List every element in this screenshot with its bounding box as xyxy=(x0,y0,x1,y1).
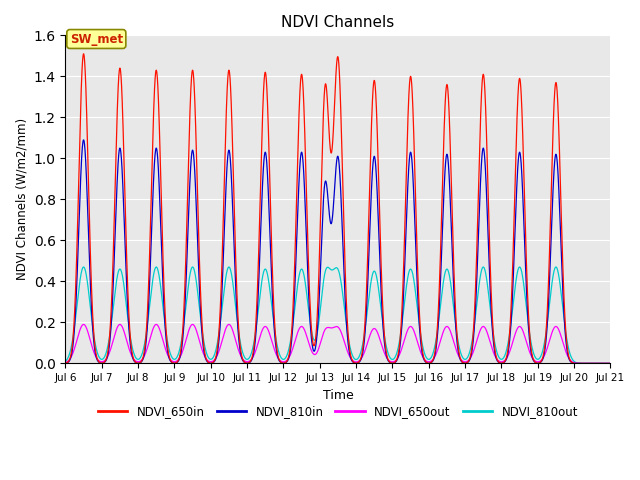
NDVI_650out xyxy=(413,338,421,344)
Legend: NDVI_650in, NDVI_810in, NDVI_650out, NDVI_810out: NDVI_650in, NDVI_810in, NDVI_650out, NDV… xyxy=(93,401,583,423)
NDVI_810in xyxy=(605,360,612,366)
NDVI_650out xyxy=(61,360,69,365)
NDVI_810in xyxy=(80,137,88,143)
NDVI_810in xyxy=(178,343,186,348)
NDVI_810out xyxy=(413,303,421,309)
NDVI_650in xyxy=(178,336,186,342)
NDVI_810in xyxy=(172,360,180,366)
NDVI_650out xyxy=(266,331,273,336)
NDVI_810in xyxy=(413,279,421,285)
NDVI_650in xyxy=(266,166,273,172)
NDVI_650out xyxy=(80,322,88,327)
NDVI_650in xyxy=(172,360,180,365)
X-axis label: Time: Time xyxy=(323,389,353,402)
Line: NDVI_810in: NDVI_810in xyxy=(65,140,611,363)
Title: NDVI Channels: NDVI Channels xyxy=(282,15,394,30)
NDVI_650out xyxy=(607,360,614,366)
NDVI_650out xyxy=(491,352,499,358)
NDVI_650in xyxy=(605,360,612,366)
Line: NDVI_650in: NDVI_650in xyxy=(65,54,611,363)
Line: NDVI_650out: NDVI_650out xyxy=(65,324,611,363)
NDVI_650in xyxy=(607,360,614,366)
NDVI_810out xyxy=(266,284,273,290)
Text: SW_met: SW_met xyxy=(70,33,123,46)
NDVI_650in xyxy=(491,344,499,349)
NDVI_810in xyxy=(266,219,273,225)
NDVI_810out xyxy=(577,360,584,366)
NDVI_810out xyxy=(172,355,180,361)
NDVI_650in xyxy=(61,360,69,366)
NDVI_650out xyxy=(172,359,180,364)
NDVI_810in xyxy=(607,360,614,366)
Line: NDVI_810out: NDVI_810out xyxy=(65,267,611,363)
NDVI_650out xyxy=(605,360,612,366)
NDVI_810out xyxy=(607,360,614,366)
NDVI_650out xyxy=(178,350,186,356)
NDVI_810in xyxy=(61,360,69,366)
NDVI_650out xyxy=(577,360,584,366)
NDVI_810out xyxy=(178,334,186,340)
NDVI_810out xyxy=(605,360,612,366)
NDVI_810out xyxy=(61,359,69,364)
NDVI_650in xyxy=(80,51,88,57)
NDVI_650in xyxy=(413,250,421,255)
NDVI_810out xyxy=(80,264,88,270)
NDVI_810in xyxy=(491,348,499,354)
NDVI_810out xyxy=(491,338,499,344)
Y-axis label: NDVI Channels (W/m2/mm): NDVI Channels (W/m2/mm) xyxy=(15,118,28,280)
